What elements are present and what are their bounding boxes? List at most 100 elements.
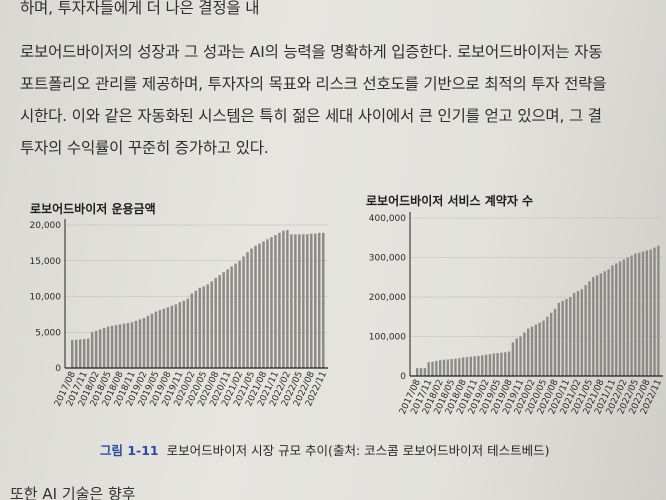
- bar: [130, 322, 134, 368]
- bar: [106, 326, 110, 368]
- bar: [488, 354, 492, 376]
- bar: [615, 263, 618, 376]
- bar: [634, 253, 637, 376]
- y-tick-label: 300,000: [369, 254, 406, 264]
- bar: [618, 261, 622, 376]
- body-text-line: 투자의 수익률이 꾸준히 증가하고 있다.: [20, 139, 269, 157]
- chart-title-aum: 로보어드바이저 운용금액: [30, 202, 156, 216]
- bar: [599, 273, 603, 376]
- bar: [592, 277, 595, 376]
- bar: [435, 360, 438, 376]
- bar: [154, 311, 158, 368]
- bar: [162, 308, 166, 368]
- bar: [607, 269, 610, 376]
- bar: [74, 339, 78, 368]
- bar: [657, 245, 660, 376]
- bar: [416, 368, 419, 376]
- bar: [298, 234, 301, 368]
- bar: [222, 272, 225, 368]
- bar: [492, 353, 495, 376]
- bar: [150, 313, 154, 368]
- bar: [477, 355, 480, 376]
- bar: [419, 368, 423, 376]
- bar: [427, 362, 430, 376]
- bar: [626, 257, 629, 376]
- bar: [246, 252, 249, 368]
- bar: [266, 239, 269, 368]
- y-tick-label: 0: [55, 364, 61, 374]
- bar: [206, 284, 209, 368]
- bar: [282, 230, 285, 368]
- bar: [423, 368, 427, 376]
- bar: [645, 250, 649, 376]
- bar: [218, 275, 221, 368]
- y-tick-label: 10,000: [30, 293, 62, 303]
- bar: [258, 243, 261, 368]
- bar: [102, 327, 106, 368]
- bar: [595, 275, 599, 376]
- bar: [438, 360, 442, 376]
- bar: [511, 342, 515, 376]
- bar: [250, 248, 253, 368]
- chart-title-subscribers: 로보어드바이저 서비스 계약자 수: [366, 194, 534, 208]
- body-text-line: 포트폴리오 관리를 제공하며, 투자자의 목표와 리스크 선호도를 기반으로 최…: [20, 75, 607, 93]
- bar: [270, 237, 273, 368]
- bar: [138, 319, 142, 368]
- bar: [110, 325, 114, 368]
- bar: [549, 312, 553, 376]
- bar: [78, 339, 82, 368]
- bar: [118, 324, 122, 368]
- bar: [302, 234, 305, 368]
- bar: [572, 293, 576, 376]
- bar: [142, 317, 146, 368]
- bar: [622, 259, 626, 376]
- bar: [649, 249, 652, 376]
- bar: [322, 232, 325, 368]
- y-tick-label: 100,000: [369, 333, 406, 343]
- bar: [98, 329, 102, 368]
- bar: [238, 260, 241, 368]
- bar: [473, 356, 476, 376]
- bar: [504, 352, 507, 376]
- bar: [178, 302, 182, 368]
- bar: [310, 233, 313, 368]
- aum-bar-chart: 05,00010,00015,00020,0002017/082017/1120…: [30, 219, 329, 408]
- bar: [314, 233, 317, 368]
- bar: [584, 285, 587, 376]
- bar: [90, 332, 94, 368]
- bar: [458, 358, 461, 376]
- body-text-line: 로보어드바이저의 성장과 그 성과는 AI의 능력을 명확하게 입증한다. 로보…: [20, 43, 603, 61]
- bar: [546, 316, 549, 376]
- bar: [170, 305, 174, 368]
- figure-number: 그림 1-11: [100, 443, 159, 458]
- bar: [94, 330, 98, 368]
- bar: [286, 230, 289, 368]
- bar: [603, 271, 606, 376]
- bar: [86, 338, 90, 368]
- bar: [507, 351, 511, 376]
- bar: [638, 252, 641, 376]
- bar: [158, 310, 162, 368]
- bar: [446, 359, 449, 376]
- y-tick-label: 400,000: [369, 214, 406, 224]
- bar: [294, 234, 297, 368]
- bar: [114, 325, 118, 368]
- bar: [469, 356, 472, 376]
- bar: [500, 352, 503, 376]
- body-text-line: 하며, 투자자들에게 더 나은 결정을 내: [20, 0, 260, 17]
- bar: [194, 290, 197, 368]
- bar: [230, 266, 233, 368]
- bar: [242, 256, 245, 368]
- bar: [588, 281, 591, 376]
- bar: [262, 241, 265, 368]
- bar: [542, 320, 545, 376]
- bar: [71, 340, 74, 368]
- bar: [527, 328, 530, 376]
- bar: [519, 336, 522, 376]
- bar: [534, 324, 538, 376]
- bar: [561, 300, 564, 376]
- body-text-line: 또한 AI 기술은 향후: [10, 485, 136, 500]
- figure-caption-text: 로보어드바이저 시장 규모 추이(출처: 코스콤 로보어드바이저 테스트베드): [166, 443, 550, 458]
- bar: [82, 339, 86, 368]
- y-tick-label: 15,000: [30, 257, 62, 267]
